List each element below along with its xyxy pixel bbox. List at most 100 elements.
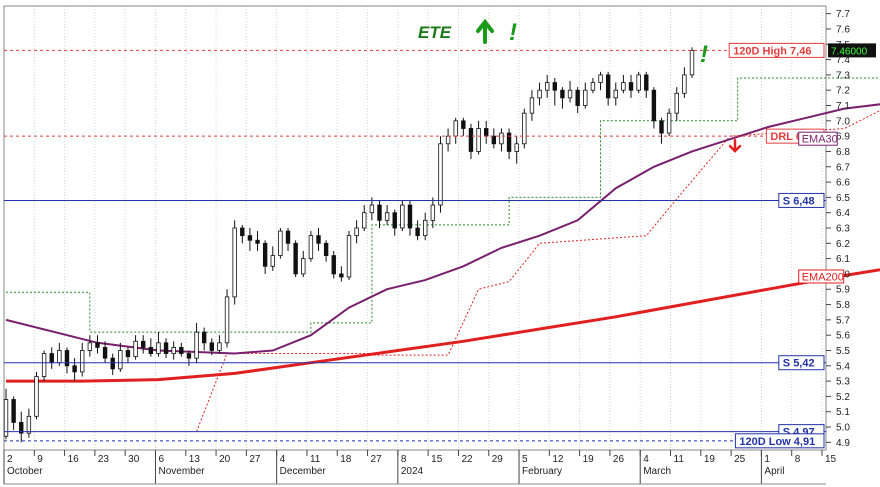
candle-body — [476, 128, 481, 152]
candle-body — [491, 135, 497, 145]
candle-body — [377, 204, 382, 221]
candle-body — [544, 82, 550, 91]
candle-body — [666, 112, 672, 134]
candle-body — [552, 82, 557, 91]
x-tick-label: 12 — [552, 454, 564, 465]
candle-body — [247, 235, 253, 241]
candle-body — [209, 342, 214, 351]
candle-body — [438, 143, 443, 206]
x-month-label: October — [7, 466, 43, 477]
x-tick-label: 4 — [280, 454, 286, 465]
up-arrow-icon — [476, 18, 494, 44]
candle-body — [11, 399, 16, 423]
candle-body — [613, 89, 618, 99]
candle-body — [659, 120, 664, 134]
y-tick-label: 5.7 — [836, 315, 850, 326]
candle-body — [278, 230, 283, 256]
candle-body — [605, 74, 611, 99]
y-tick-label: 6.7 — [836, 162, 850, 173]
candle-body — [560, 89, 565, 99]
candle-body — [87, 342, 93, 351]
candle-body — [483, 128, 489, 137]
y-tick-label: 4.9 — [836, 438, 850, 449]
candle-body — [369, 204, 375, 214]
candle-body — [308, 235, 314, 260]
x-tick-label: 29 — [492, 454, 504, 465]
x-month-label: 2024 — [401, 466, 424, 477]
candle-body — [445, 135, 451, 145]
candle-body — [26, 415, 32, 434]
candle-body — [270, 255, 275, 267]
x-tick-label: 8 — [401, 454, 407, 465]
candle-body — [628, 82, 634, 91]
candle-body — [110, 357, 115, 370]
level-label-box — [778, 192, 825, 208]
candle-body — [430, 204, 436, 221]
candle-body — [316, 235, 321, 244]
x-tick-label: 18 — [340, 454, 352, 465]
x-tick-label: 11 — [674, 454, 685, 465]
candle-body — [636, 74, 641, 91]
candle-body — [34, 376, 39, 417]
x-tick-label: 19 — [704, 454, 716, 465]
x-month-label: December — [280, 466, 327, 477]
candle-body — [240, 227, 245, 237]
candle-body — [506, 132, 512, 152]
x-tick-label: 11 — [310, 454, 321, 465]
x-tick-label: 6 — [158, 454, 164, 465]
x-tick-label: 13 — [189, 454, 201, 465]
x-tick-label: 26 — [613, 454, 625, 465]
symbol-title: ETE — [418, 23, 452, 42]
x-tick-label: 5 — [522, 454, 528, 465]
candle-body — [179, 347, 184, 354]
y-tick-label: 5.8 — [836, 300, 850, 311]
candle-body — [255, 239, 260, 244]
y-tick-label: 5.5 — [836, 346, 850, 357]
y-tick-label: 5.3 — [836, 377, 850, 388]
x-tick-label: 15 — [825, 454, 837, 465]
candle-body — [423, 219, 428, 237]
candle-body — [201, 331, 207, 344]
x-tick-label: 8 — [795, 454, 801, 465]
candle-body — [285, 230, 291, 244]
y-tick-label: 5.2 — [836, 392, 850, 403]
candle-body — [354, 227, 359, 237]
candle-body — [102, 347, 108, 359]
y-tick-label: 6.1 — [836, 254, 850, 265]
candle-body — [689, 50, 695, 76]
candle-body — [407, 204, 413, 229]
series-line-ema30 — [5, 103, 880, 355]
x-tick-label: 27 — [249, 454, 261, 465]
x-month-label: April — [764, 466, 784, 477]
candle-body — [567, 89, 573, 99]
x-tick-label: 16 — [68, 454, 80, 465]
candle-body — [682, 74, 687, 94]
candle-body — [583, 89, 588, 106]
y-tick-label: 6.5 — [836, 193, 850, 204]
y-tick-label: 7.4 — [836, 55, 850, 66]
level-label-box — [728, 42, 825, 58]
candle-body — [171, 347, 176, 354]
candle-body — [529, 97, 535, 114]
y-tick-label: 7.3 — [836, 70, 850, 81]
x-tick-label: 15 — [431, 454, 443, 465]
y-tick-label: 7.6 — [836, 24, 850, 35]
candle-body — [621, 82, 626, 91]
ema200-label-box — [798, 269, 845, 284]
candle-body — [461, 120, 466, 129]
candle-body — [331, 255, 336, 275]
candle-body — [346, 235, 352, 278]
x-tick-label: 20 — [219, 454, 231, 465]
level-label-box — [734, 433, 825, 449]
x-tick-label: 4 — [643, 454, 649, 465]
candle-body — [514, 143, 519, 152]
level-label: 120D Low 4,91 — [739, 436, 815, 448]
candle-body — [468, 128, 474, 152]
candle-body — [453, 120, 458, 137]
y-tick-label: 7.0 — [836, 116, 850, 127]
y-tick-label: 6.3 — [836, 224, 850, 235]
candle-body — [598, 74, 603, 83]
y-tick-label: 6.6 — [836, 178, 850, 189]
level-label-box — [778, 355, 825, 371]
